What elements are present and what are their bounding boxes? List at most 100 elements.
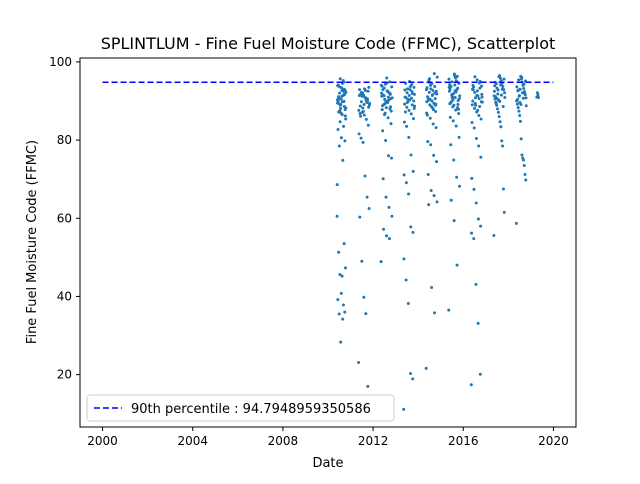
- data-point: [386, 95, 390, 99]
- data-point: [524, 178, 528, 182]
- data-point: [382, 227, 386, 231]
- data-point: [358, 215, 362, 219]
- data-point: [405, 105, 409, 109]
- data-point: [387, 205, 391, 209]
- y-tick-label: 100: [49, 55, 72, 69]
- data-point: [339, 136, 343, 140]
- data-point: [427, 90, 431, 94]
- data-point: [431, 122, 435, 126]
- data-point: [433, 97, 437, 101]
- data-point: [405, 124, 409, 128]
- data-point: [524, 104, 528, 108]
- data-point: [344, 266, 348, 270]
- data-point: [447, 85, 451, 89]
- data-point: [389, 109, 393, 113]
- data-point: [479, 155, 483, 159]
- data-point: [448, 115, 452, 119]
- data-point: [517, 109, 521, 113]
- data-point: [499, 93, 503, 97]
- data-point: [407, 192, 411, 196]
- data-point: [344, 117, 348, 121]
- data-point: [408, 85, 412, 89]
- data-point: [517, 94, 521, 98]
- data-point: [474, 103, 478, 107]
- x-tick-label: 2016: [448, 434, 479, 448]
- data-point: [435, 75, 439, 79]
- data-point: [472, 106, 476, 110]
- data-point: [361, 110, 365, 114]
- data-point: [515, 98, 519, 102]
- data-point: [515, 85, 519, 89]
- data-point: [458, 184, 462, 188]
- data-point: [495, 97, 499, 101]
- data-point: [517, 78, 521, 82]
- data-point: [409, 153, 413, 157]
- data-point: [410, 103, 414, 107]
- data-point: [404, 95, 408, 99]
- data-point: [472, 187, 476, 191]
- data-point: [449, 101, 453, 105]
- data-point: [386, 116, 390, 120]
- data-point: [494, 82, 498, 86]
- data-point: [403, 88, 407, 92]
- data-point: [337, 144, 341, 148]
- data-point: [452, 158, 456, 162]
- data-point: [382, 113, 386, 117]
- y-tick-label: 40: [57, 289, 72, 303]
- data-point: [358, 88, 362, 92]
- data-point: [494, 95, 498, 99]
- data-point: [339, 97, 343, 101]
- data-point: [359, 114, 363, 118]
- data-point: [470, 121, 474, 124]
- data-point: [453, 83, 457, 87]
- data-point: [480, 100, 484, 104]
- data-point: [357, 361, 361, 364]
- data-point: [387, 154, 391, 158]
- data-point: [432, 194, 436, 198]
- data-point: [514, 221, 518, 225]
- data-point: [411, 377, 415, 381]
- data-point: [406, 99, 410, 103]
- data-point: [335, 214, 339, 218]
- data-point: [389, 122, 393, 126]
- data-point: [340, 274, 344, 278]
- data-point: [339, 111, 343, 115]
- data-point: [519, 137, 523, 141]
- data-point: [457, 135, 461, 139]
- data-point: [428, 83, 432, 87]
- data-point: [426, 140, 430, 144]
- data-point: [479, 117, 483, 121]
- data-point: [381, 88, 385, 92]
- data-point: [493, 97, 497, 101]
- data-point: [360, 94, 364, 98]
- data-point: [501, 104, 505, 108]
- data-point: [357, 94, 361, 98]
- data-point: [367, 85, 371, 89]
- data-point: [426, 95, 430, 99]
- data-point: [363, 174, 367, 178]
- data-point: [381, 177, 385, 181]
- data-point: [447, 308, 451, 312]
- data-point: [456, 106, 460, 110]
- data-point: [340, 94, 344, 98]
- data-point: [470, 103, 474, 107]
- data-point: [522, 82, 526, 86]
- data-point: [424, 366, 428, 370]
- data-point: [457, 97, 461, 101]
- data-point: [493, 84, 497, 88]
- data-point: [358, 104, 362, 108]
- data-point: [499, 125, 503, 129]
- data-point: [480, 95, 484, 99]
- data-point: [343, 92, 347, 96]
- data-point: [522, 163, 526, 167]
- data-point: [390, 85, 394, 89]
- data-point: [366, 89, 370, 93]
- data-point: [478, 372, 482, 376]
- data-point: [407, 94, 411, 98]
- data-point: [411, 230, 415, 234]
- data-point: [498, 120, 502, 124]
- data-point: [385, 76, 389, 80]
- data-point: [500, 139, 504, 143]
- data-point: [366, 123, 370, 127]
